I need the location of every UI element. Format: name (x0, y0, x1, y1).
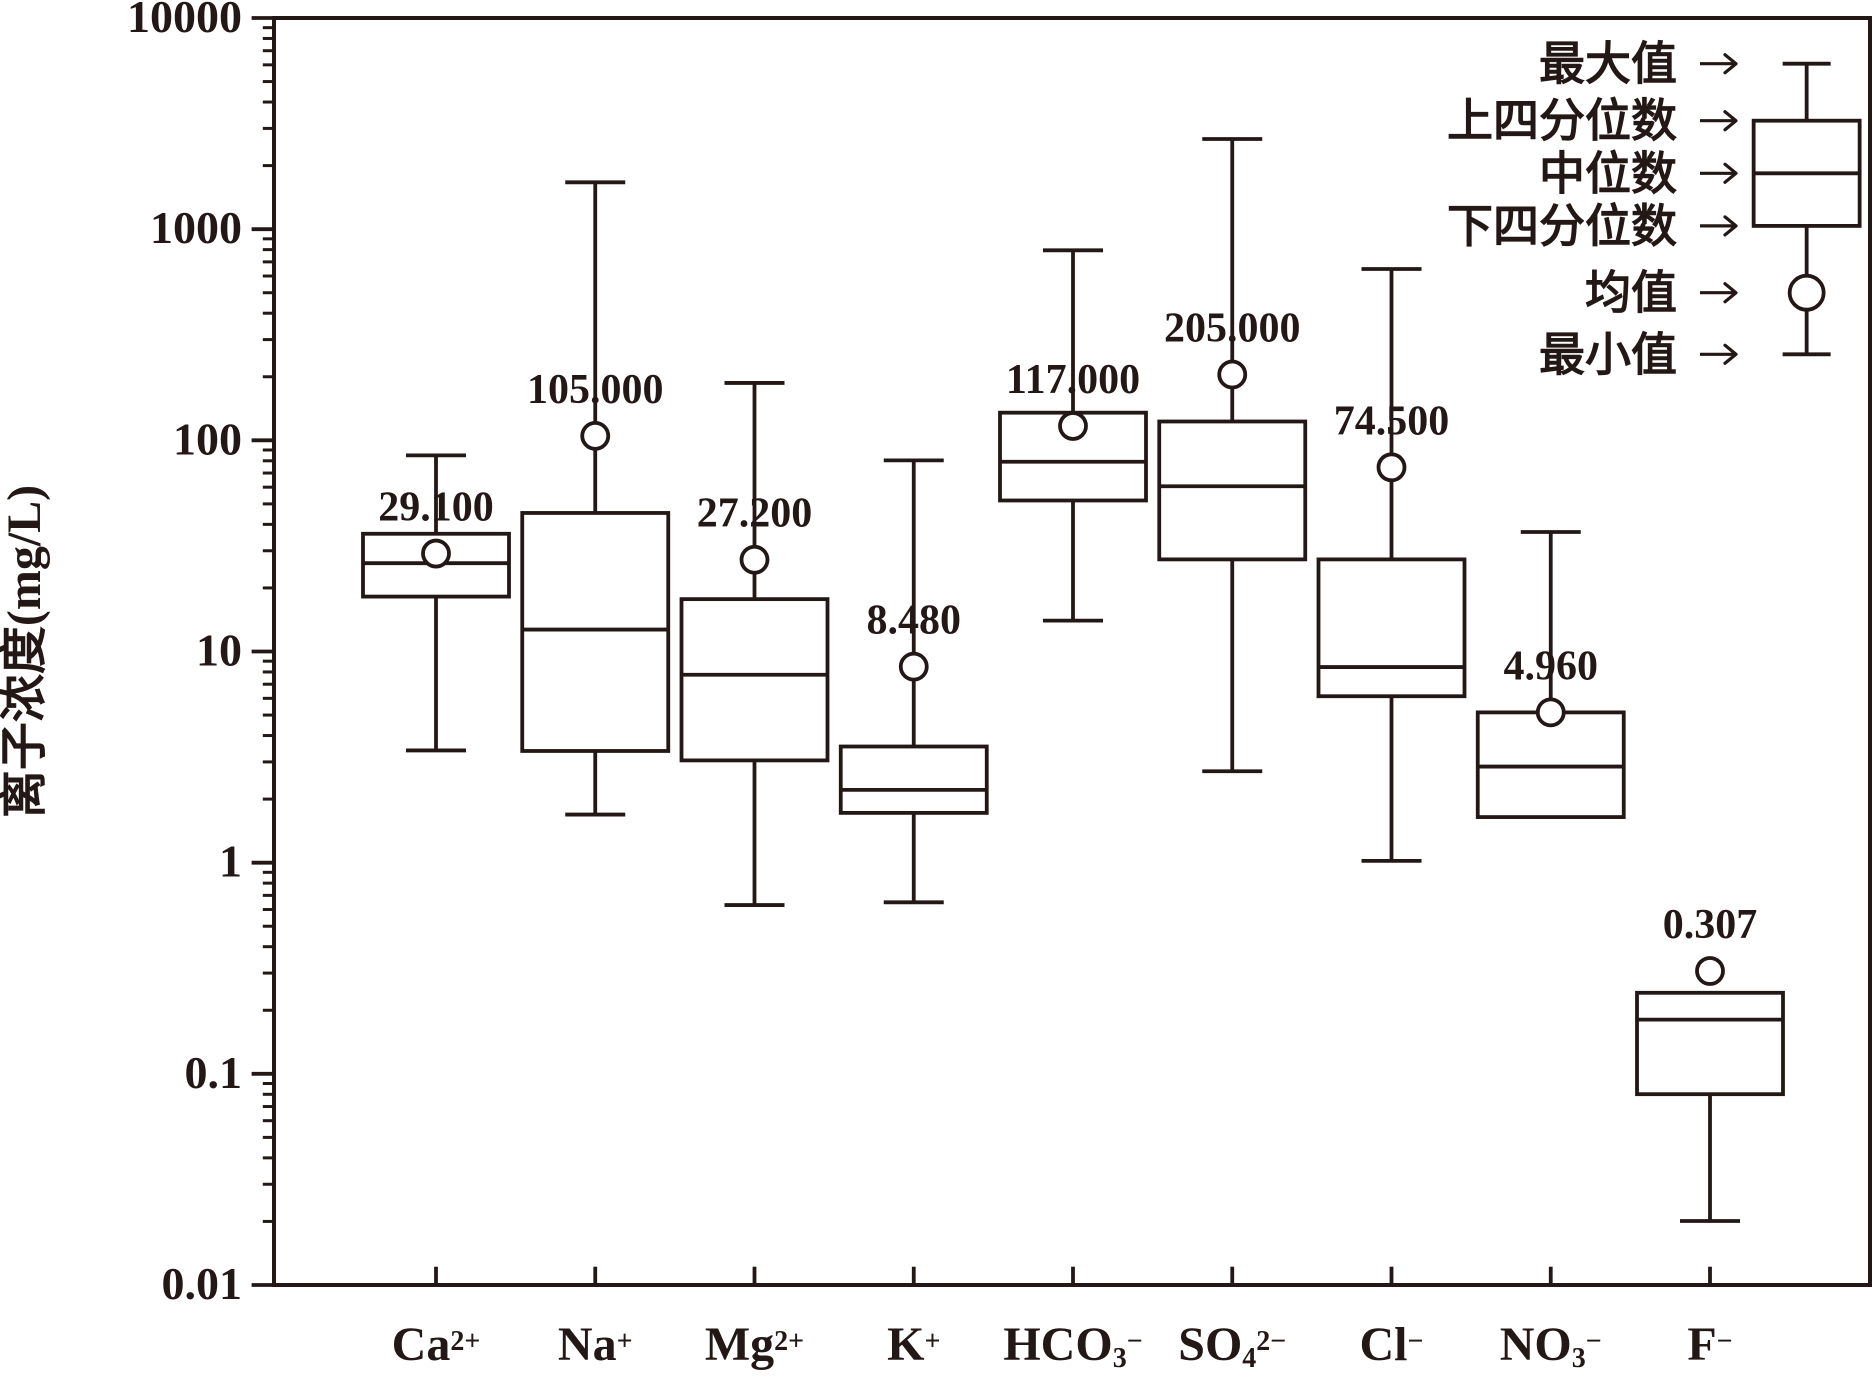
svg-text:最小值: 最小值 (1539, 329, 1677, 380)
svg-text:205.000: 205.000 (1164, 306, 1301, 352)
svg-text:10000: 10000 (127, 0, 242, 42)
svg-text:下四分位数: 下四分位数 (1447, 201, 1677, 252)
svg-text:0.01: 0.01 (162, 1258, 243, 1309)
svg-text:1000: 1000 (150, 202, 242, 253)
svg-text:均值: 均值 (1585, 268, 1677, 319)
svg-text:27.200: 27.200 (697, 491, 813, 537)
svg-text:117.000: 117.000 (1006, 357, 1140, 403)
svg-text:0.1: 0.1 (185, 1047, 243, 1098)
svg-text:4.960: 4.960 (1504, 643, 1599, 689)
svg-text:8.480: 8.480 (867, 598, 962, 644)
svg-text:74.500: 74.500 (1334, 398, 1450, 444)
svg-text:10: 10 (196, 625, 242, 676)
svg-text:上四分位数: 上四分位数 (1447, 96, 1677, 147)
svg-text:离子浓度(mg/L): 离子浓度(mg/L) (0, 485, 51, 818)
svg-text:中位数: 中位数 (1539, 148, 1677, 199)
svg-text:1: 1 (219, 836, 242, 887)
svg-text:100: 100 (173, 413, 242, 464)
svg-text:0.307: 0.307 (1663, 902, 1758, 948)
svg-text:最大值: 最大值 (1539, 39, 1677, 90)
svg-text:105.000: 105.000 (527, 367, 664, 413)
svg-text:29.100: 29.100 (378, 485, 494, 531)
